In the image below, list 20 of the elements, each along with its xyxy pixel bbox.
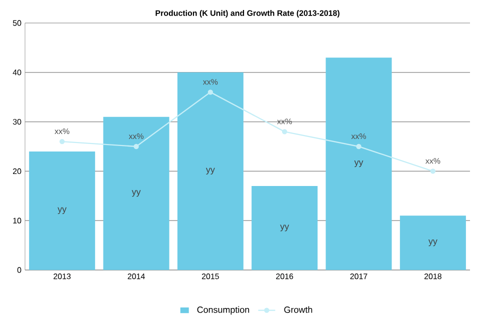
bar <box>103 116 170 270</box>
point <box>208 90 214 95</box>
data-label: yy <box>280 224 290 232</box>
data-label: yy <box>206 168 215 174</box>
data-label: yy <box>354 160 364 168</box>
bar <box>326 58 392 270</box>
point <box>134 144 139 150</box>
legend-label: Growth <box>284 306 312 313</box>
bar <box>29 151 96 270</box>
data-label: yy <box>58 207 67 214</box>
point <box>59 138 65 144</box>
legend-label: Consumption <box>197 306 250 315</box>
point <box>430 168 436 174</box>
bar <box>177 72 244 270</box>
bar <box>400 216 466 270</box>
point <box>282 129 288 134</box>
data-label: yy <box>428 240 438 246</box>
point <box>356 144 362 150</box>
bar <box>252 186 318 270</box>
data-label: yy <box>132 190 141 197</box>
